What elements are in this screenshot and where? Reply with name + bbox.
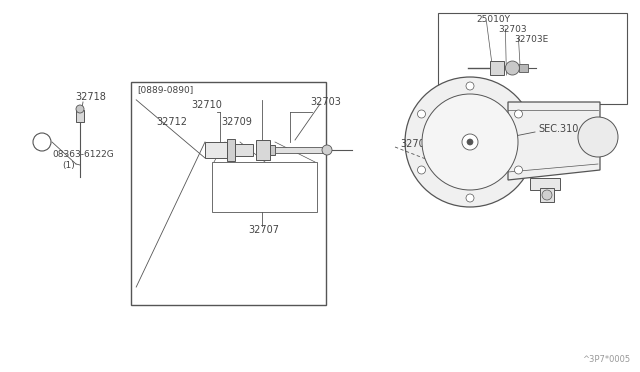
Text: S: S xyxy=(40,138,45,147)
Text: 32710: 32710 xyxy=(191,100,222,110)
Circle shape xyxy=(515,166,522,174)
Bar xyxy=(212,162,317,212)
Text: 32718: 32718 xyxy=(75,92,106,102)
Circle shape xyxy=(542,190,552,200)
Bar xyxy=(438,13,627,104)
Text: 32712: 32712 xyxy=(156,117,187,127)
Bar xyxy=(490,61,504,75)
Circle shape xyxy=(417,166,426,174)
Circle shape xyxy=(405,77,535,207)
Circle shape xyxy=(515,110,522,118)
Bar xyxy=(205,142,227,158)
Text: 25010Y: 25010Y xyxy=(476,15,511,23)
Bar xyxy=(275,147,325,153)
Circle shape xyxy=(467,139,473,145)
Bar xyxy=(76,110,84,122)
Circle shape xyxy=(33,133,51,151)
Circle shape xyxy=(578,117,618,157)
Circle shape xyxy=(466,82,474,90)
Text: SEC.310: SEC.310 xyxy=(538,124,579,134)
Bar xyxy=(530,178,560,190)
Text: 32709: 32709 xyxy=(221,117,252,127)
Circle shape xyxy=(506,61,520,75)
Circle shape xyxy=(322,145,332,155)
Bar xyxy=(256,140,270,160)
Polygon shape xyxy=(508,102,600,180)
Bar xyxy=(270,145,275,155)
Text: (1): (1) xyxy=(62,160,75,170)
Circle shape xyxy=(76,105,84,113)
Bar xyxy=(131,82,326,305)
Circle shape xyxy=(417,110,426,118)
Text: 32703E: 32703E xyxy=(515,35,548,44)
Text: [0889-0890]: [0889-0890] xyxy=(137,85,193,94)
Text: [0890-  ]: [0890- ] xyxy=(444,88,483,97)
Text: 32703: 32703 xyxy=(499,25,527,33)
Circle shape xyxy=(466,194,474,202)
Bar xyxy=(540,188,554,202)
Circle shape xyxy=(422,94,518,190)
Bar xyxy=(235,144,253,156)
Text: 08363-6122G: 08363-6122G xyxy=(52,150,114,158)
Text: ^3P7*0005: ^3P7*0005 xyxy=(582,356,630,365)
Text: 32702: 32702 xyxy=(400,139,431,149)
Circle shape xyxy=(462,134,478,150)
Bar xyxy=(520,64,529,72)
Text: 32703: 32703 xyxy=(310,97,341,107)
Text: 32707: 32707 xyxy=(248,225,279,235)
Bar xyxy=(227,139,235,161)
